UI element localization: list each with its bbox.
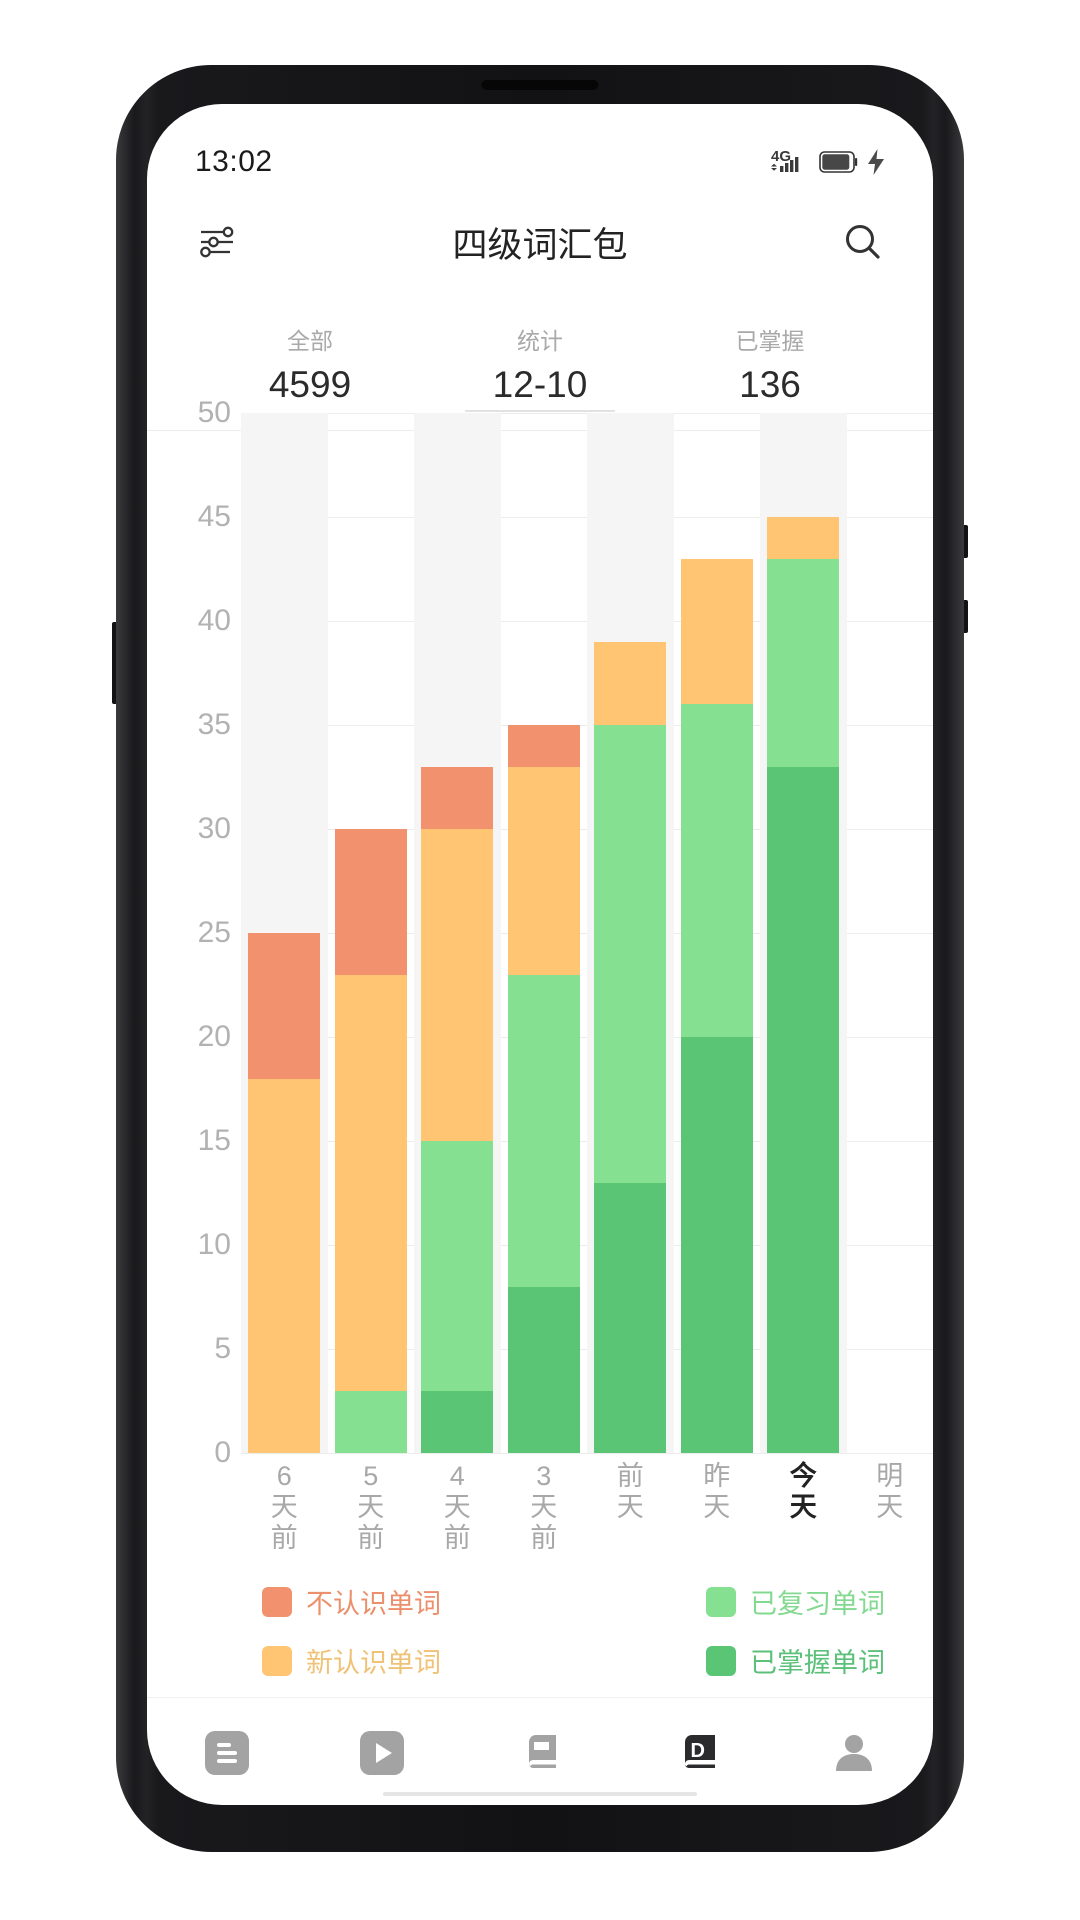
svg-text:D: D [691, 1740, 705, 1762]
svg-text:4G: 4G [771, 148, 791, 165]
